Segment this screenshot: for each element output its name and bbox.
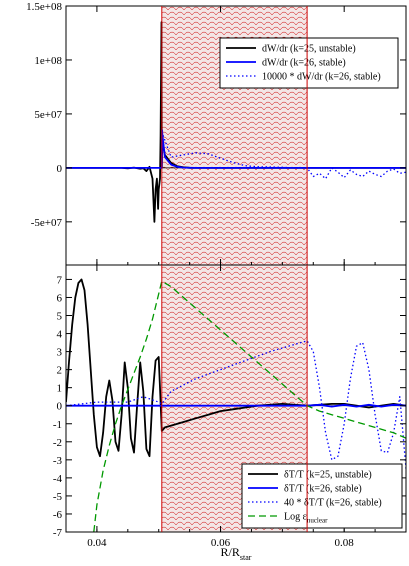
bot-xtick-label: 0.04: [87, 537, 107, 549]
bot-ytick-label: 3: [57, 347, 63, 359]
bot-ytick-label: 6: [57, 292, 63, 304]
bot-xtick-label: 0.06: [211, 537, 231, 549]
bot-legend-label-1: δT/T (k=26, stable): [284, 484, 362, 495]
top-legend-label-2: 10000 * dW/dr (k=26, stable): [262, 72, 381, 83]
top-legend: dW/dr (k=25, unstable) dW/dr (k=26, stabl…: [219, 37, 399, 89]
bot-ytick-label: 0: [57, 401, 63, 413]
top-legend-label-0: dW/dr (k=25, unstable): [262, 44, 356, 55]
bot-ytick-label: 7: [57, 274, 63, 286]
bottom-tick-group: 7 6 5 4 3 2 1 0 -1 -2 -3 -4 -5 -6 -7 0.04 0.06 0.08: [53, 265, 407, 549]
bot-series-line-3: [93, 280, 406, 532]
top-tick-group: 1.5e+08 1e+08 5e+07 0 -5e+07: [26, 1, 407, 265]
bot-ytick-label: -2: [53, 437, 62, 449]
bot-ytick-label: -5: [53, 491, 63, 503]
top-ytick-label: 0: [57, 163, 63, 175]
top-legend-box: [219, 37, 399, 89]
bot-legend-label-0: δT/T (k=25, unstable): [284, 470, 372, 481]
bot-ytick-label: 1: [57, 383, 63, 395]
bot-series-line-1: [66, 403, 406, 408]
bot-legend-label-2: 40 * δT/T (k=26, stable): [284, 498, 382, 509]
bot-ytick-label: -6: [53, 509, 63, 521]
bot-series-line-2: [66, 340, 406, 469]
x-axis-title: R/Rstar: [221, 545, 252, 562]
top-legend-label-1: dW/dr (k=26, stable): [262, 58, 346, 69]
bot-ytick-label: -7: [53, 527, 63, 539]
bottom-plot-frame: [65, 264, 407, 533]
bottom-panel: 7 6 5 4 3 2 1 0 -1 -2 -3 -4 -5 -6 -7 0.04 0.06 0.08 δT/T …: [53, 264, 407, 549]
bot-ytick-label: 4: [57, 329, 63, 341]
bot-ytick-label: -3: [53, 455, 63, 467]
bot-legend-label-sub-3: nuclear: [307, 517, 328, 525]
bot-ytick-label: -1: [53, 419, 62, 431]
top-ytick-label: -5e+07: [31, 217, 63, 229]
top-ytick-label: 1.5e+08: [26, 1, 62, 13]
bot-ytick-label: 5: [57, 311, 63, 323]
top-ytick-label: 1e+08: [34, 55, 62, 67]
top-ytick-label: 5e+07: [34, 109, 62, 121]
bottom-legend: δT/T (k=25, unstable) δT/T (k=26, stable)…: [241, 463, 403, 529]
bot-xtick-label: 0.08: [335, 537, 355, 549]
top-panel: 1.5e+08 1e+08 5e+07 0 -5e+07 dW/dr (k=25, un…: [26, 1, 407, 266]
bot-ytick-label: 2: [57, 365, 63, 377]
bot-ytick-label: -4: [53, 473, 63, 485]
bottom-series-group: [66, 278, 406, 532]
